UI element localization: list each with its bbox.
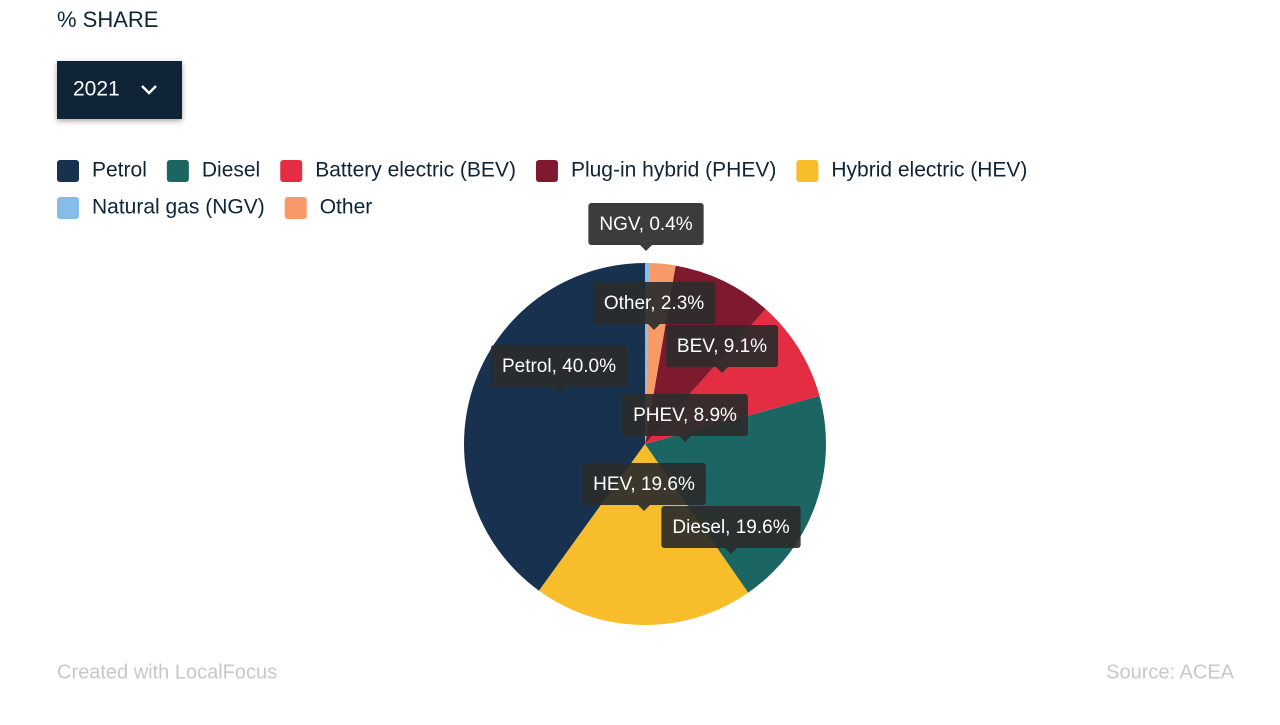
legend-item: Other	[284, 196, 373, 219]
legend-swatch	[280, 160, 303, 182]
value-label: NGV, 0.4%	[588, 203, 704, 251]
label-text: PHEV, 8.9%	[633, 405, 737, 426]
legend-item: Petrol	[57, 159, 147, 182]
labels: Petrol, 40.0% HEV, 19.6% Diesel, 19.6% BEV,…	[490, 203, 801, 554]
legend-swatch	[57, 160, 79, 182]
legend: Petrol Diesel Battery electric (BEV) Plug-i…	[57, 159, 1027, 219]
year-dropdown[interactable]: 2021	[57, 61, 182, 119]
label-text: HEV, 19.6%	[593, 474, 695, 495]
label-pointer	[638, 505, 650, 511]
label-text: Petrol, 40.0%	[502, 356, 616, 377]
source: Source: ACEA	[1106, 661, 1235, 683]
legend-item: Battery electric (BEV)	[280, 159, 516, 182]
legend-label: Hybrid electric (HEV)	[831, 159, 1027, 182]
legend-label: Other	[320, 196, 373, 219]
value-label: Petrol, 40.0%	[490, 345, 628, 393]
legend-label: Battery electric (BEV)	[315, 159, 516, 182]
label-pointer	[679, 436, 691, 442]
value-label: HEV, 19.6%	[582, 463, 706, 511]
label-box	[588, 203, 704, 245]
pie-slice	[538, 444, 749, 625]
value-label: PHEV, 8.9%	[622, 394, 748, 442]
credit: Created with LocalFocus	[57, 661, 277, 683]
label-box	[582, 463, 706, 505]
label-box	[661, 506, 801, 548]
legend-label: Diesel	[202, 159, 260, 182]
dropdown-chevron[interactable]	[141, 85, 157, 95]
label-pointer	[725, 548, 737, 554]
legend-swatch	[796, 160, 819, 182]
legend-item: Natural gas (NGV)	[57, 196, 265, 219]
label-box	[665, 325, 779, 367]
pie-slice	[463, 263, 645, 591]
label-pointer	[553, 387, 565, 393]
legend-label: Petrol	[92, 159, 147, 182]
value-label: BEV, 9.1%	[665, 325, 779, 373]
legend-swatch	[535, 160, 558, 182]
label-text: Diesel, 19.6%	[672, 517, 789, 538]
chart-title: % SHARE	[57, 7, 158, 32]
label-box	[490, 345, 628, 387]
label-pointer	[716, 367, 728, 373]
legend-item: Plug-in hybrid (PHEV)	[535, 159, 776, 182]
value-label: Diesel, 19.6%	[661, 506, 801, 554]
label-pointer	[648, 324, 660, 330]
legend-item: Diesel	[166, 159, 260, 182]
label-box	[622, 394, 748, 436]
legend-label: Plug-in hybrid (PHEV)	[571, 159, 776, 182]
legend-swatch	[166, 160, 189, 182]
label-text: Other, 2.3%	[604, 293, 704, 314]
legend-swatch	[57, 197, 79, 219]
label-pointer	[640, 245, 652, 251]
legend-swatch	[284, 197, 307, 219]
dropdown-label[interactable]: 2021	[73, 78, 120, 101]
label-text: BEV, 9.1%	[677, 336, 767, 357]
value-label: Other, 2.3%	[592, 282, 716, 330]
legend-label: Natural gas (NGV)	[92, 196, 265, 219]
legend-item: Hybrid electric (HEV)	[796, 159, 1027, 182]
label-box	[592, 282, 716, 324]
dropdown-box[interactable]	[57, 61, 182, 119]
label-text: NGV, 0.4%	[599, 214, 692, 235]
